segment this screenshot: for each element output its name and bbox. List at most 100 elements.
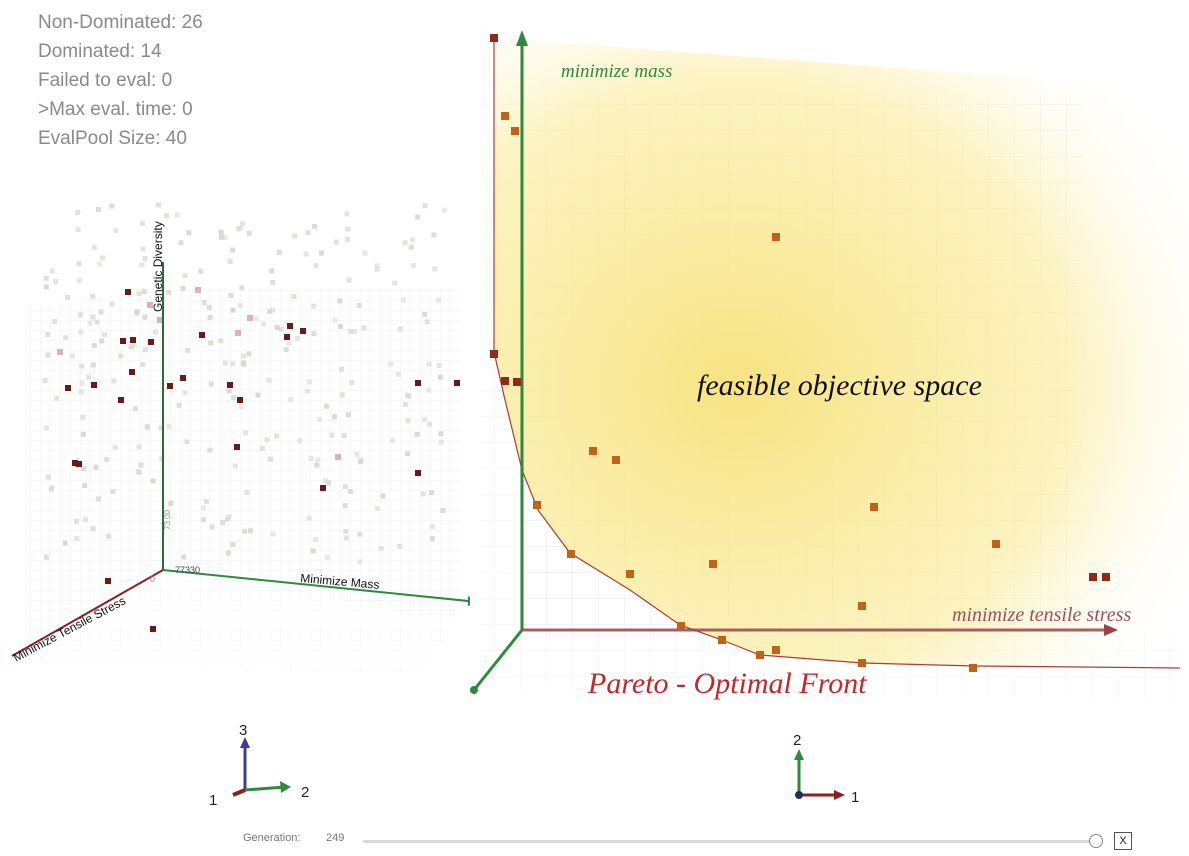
ghost-point bbox=[333, 239, 339, 245]
ghost-point bbox=[182, 273, 188, 279]
ghost-point bbox=[313, 263, 319, 269]
ghost-point bbox=[268, 456, 274, 462]
ghost-point bbox=[240, 221, 246, 227]
ghost-point bbox=[52, 319, 58, 325]
ghost-point bbox=[362, 250, 368, 256]
ghost-point bbox=[42, 377, 48, 383]
back-wall-grid bbox=[163, 290, 460, 620]
ghost-point bbox=[180, 285, 186, 291]
ghost-point bbox=[142, 347, 148, 353]
ghost-point bbox=[311, 331, 317, 337]
ghost-point bbox=[49, 268, 55, 274]
ghost-point bbox=[332, 414, 338, 420]
ghost-point bbox=[311, 303, 317, 309]
ghost-point bbox=[220, 520, 226, 526]
ghost-point bbox=[176, 402, 182, 408]
dominated-point bbox=[72, 460, 78, 466]
depth-axis-endpoint bbox=[470, 686, 478, 694]
ghost-point bbox=[243, 430, 249, 436]
ghost-point bbox=[207, 447, 213, 453]
left-wall-grid bbox=[30, 290, 163, 660]
ghost-point bbox=[82, 517, 88, 523]
ghost-point bbox=[238, 404, 244, 410]
ghost-point bbox=[54, 395, 60, 401]
ghost-point bbox=[99, 338, 105, 344]
ghost-point bbox=[341, 433, 347, 439]
ghost-point bbox=[344, 236, 350, 242]
dominated-point bbox=[76, 461, 82, 467]
ghost-point bbox=[222, 360, 228, 366]
ghost-point bbox=[339, 366, 345, 372]
pareto-front-label: Pareto - Optimal Front bbox=[587, 667, 867, 700]
ghost-point bbox=[92, 342, 98, 348]
highlight-point bbox=[235, 330, 241, 336]
dominated-point bbox=[148, 339, 154, 345]
ghost-point bbox=[332, 317, 338, 323]
ghost-point bbox=[267, 308, 273, 314]
ghost-point bbox=[435, 297, 441, 303]
generation-label: Generation: bbox=[243, 832, 301, 844]
ghost-point bbox=[97, 261, 103, 267]
close-button[interactable]: X bbox=[1114, 832, 1132, 850]
ghost-point bbox=[427, 421, 433, 427]
gizmo-y-arrow bbox=[280, 781, 291, 793]
ghost-point bbox=[45, 332, 51, 338]
gizmo-y-label: 2 bbox=[301, 784, 309, 801]
ghost-point bbox=[255, 392, 261, 398]
ghost-point bbox=[274, 433, 280, 439]
ghost-point bbox=[43, 425, 49, 431]
ghost-point bbox=[317, 416, 323, 422]
ghost-point bbox=[230, 307, 236, 313]
ghost-point bbox=[166, 289, 172, 295]
minimize-tensile-stress-label: minimize tensile stress bbox=[952, 604, 1131, 626]
ghost-point bbox=[357, 531, 363, 537]
ghost-point bbox=[135, 468, 141, 474]
ghost-point bbox=[390, 438, 396, 444]
ghost-point bbox=[436, 362, 442, 368]
ghost-point bbox=[291, 294, 297, 300]
ghost-point bbox=[380, 493, 386, 499]
ghost-point bbox=[186, 230, 192, 236]
ghost-point bbox=[432, 266, 438, 272]
ghost-point bbox=[142, 256, 148, 262]
genetic-diversity-label: Genetic Diversity bbox=[151, 221, 165, 312]
dominated-point bbox=[150, 626, 156, 632]
left-3d-plot[interactable]: Genetic Diversity Minimize Mass Minimize… bbox=[0, 0, 470, 700]
dominated-point bbox=[284, 334, 290, 340]
ghost-point bbox=[226, 514, 232, 520]
ghost-point bbox=[152, 329, 158, 335]
ghost-point bbox=[75, 227, 81, 233]
mass-axis bbox=[162, 569, 470, 603]
ghost-point bbox=[422, 416, 428, 422]
ghost-point bbox=[441, 207, 447, 213]
pareto-point bbox=[772, 646, 780, 654]
ghost-point bbox=[184, 439, 190, 445]
ghost-point bbox=[142, 314, 148, 320]
ghost-point bbox=[241, 362, 247, 368]
generation-slider-track[interactable] bbox=[363, 834, 1103, 848]
pareto-point bbox=[858, 659, 866, 667]
ghost-point bbox=[310, 548, 316, 554]
right-pareto-plot[interactable]: minimize mass minimize tensile stress fe… bbox=[0, 0, 1189, 720]
generation-slider-handle[interactable] bbox=[1088, 834, 1103, 848]
left-axis-gizmo: 3 1 2 bbox=[209, 722, 309, 809]
ghost-point bbox=[306, 379, 312, 385]
dominated-point bbox=[129, 369, 135, 375]
ghost-point bbox=[270, 307, 276, 313]
ghost-point bbox=[246, 351, 252, 357]
ghost-point bbox=[308, 456, 314, 462]
ghost-point bbox=[313, 537, 319, 543]
ghost-point bbox=[345, 226, 351, 232]
ghost-point bbox=[324, 554, 330, 560]
dominated-point bbox=[454, 380, 460, 386]
ghost-point bbox=[218, 229, 224, 235]
ghost-point bbox=[98, 309, 104, 315]
ghost-point bbox=[75, 210, 81, 216]
ghost-point bbox=[168, 500, 174, 506]
ghost-point bbox=[414, 431, 420, 437]
ghost-point bbox=[269, 268, 275, 274]
evaluation-stats: Non-Dominated: 26 Dominated: 14 Failed t… bbox=[38, 8, 203, 153]
ghost-point bbox=[145, 425, 151, 431]
ghost-point bbox=[104, 457, 110, 463]
ghost-point bbox=[63, 335, 69, 341]
